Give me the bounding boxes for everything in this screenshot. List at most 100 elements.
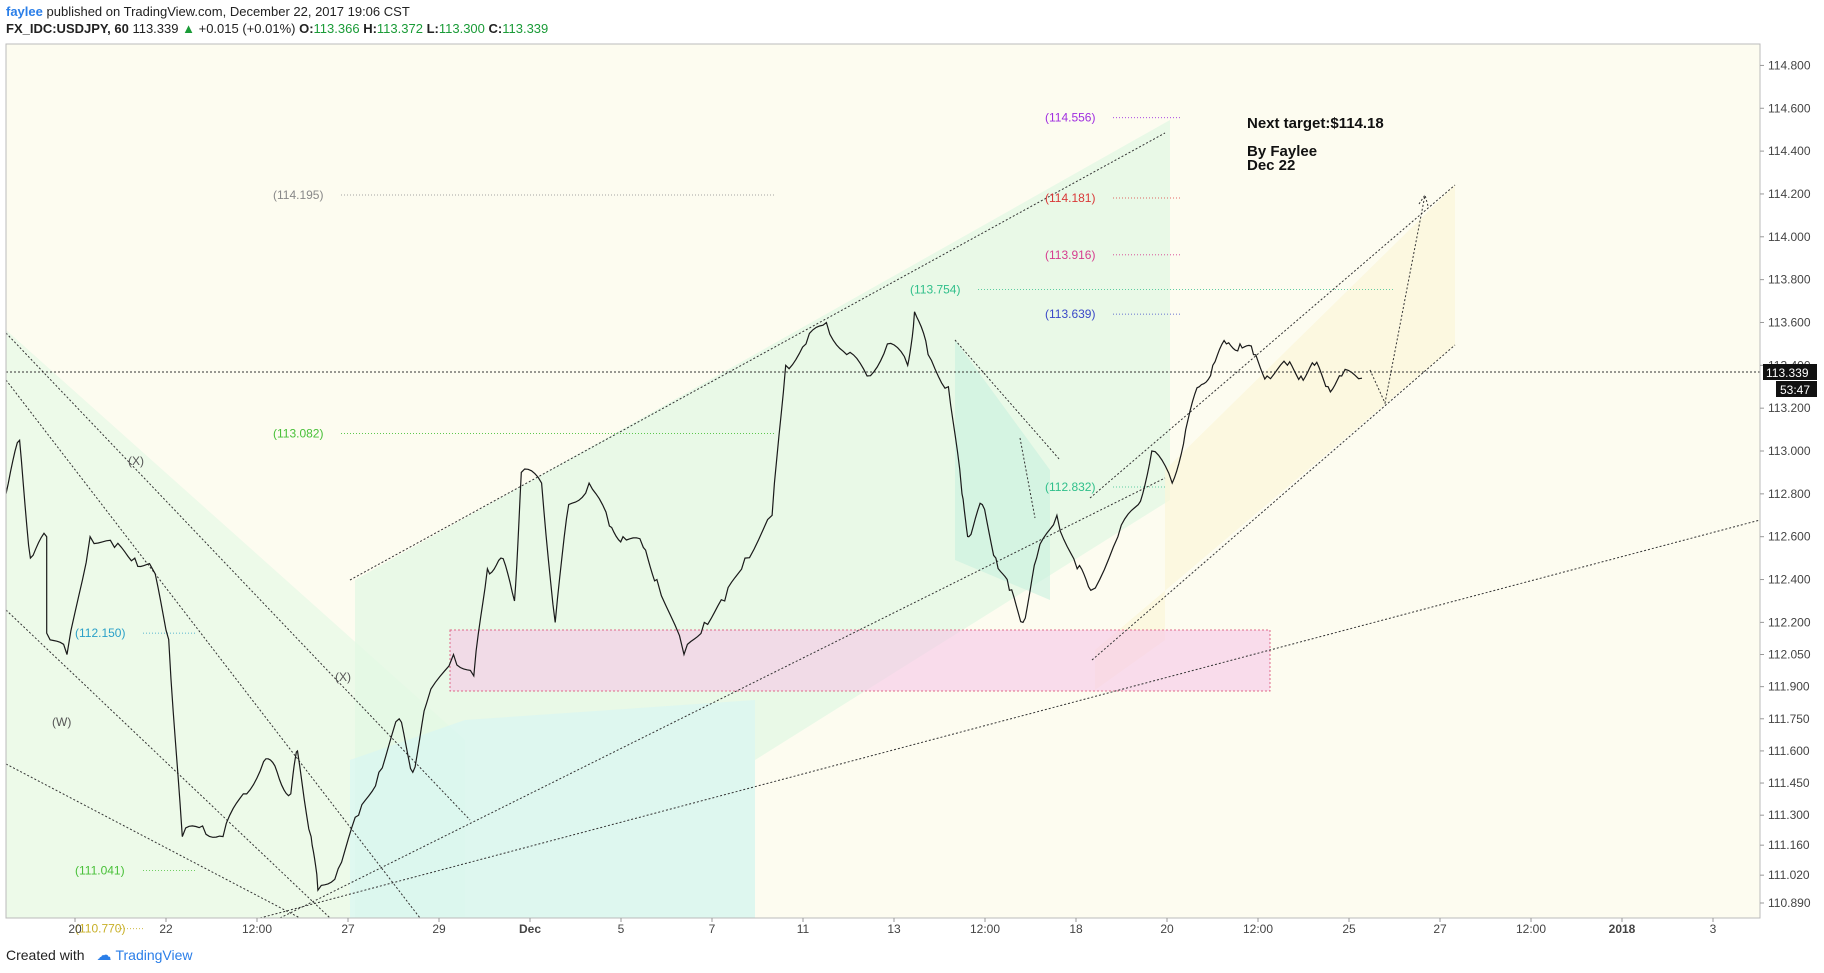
fib-level-label: (114.195): [273, 188, 323, 202]
demand-zone[interactable]: [449, 629, 1271, 692]
open-label: O:: [299, 21, 314, 36]
price-tick-label: 113.200: [1768, 401, 1811, 415]
pullback-arrow: [1019, 437, 1036, 519]
time-tick-label: 12:00: [970, 922, 1000, 936]
fib-level-label: (111.041): [75, 864, 125, 878]
low-value: 113.300: [438, 21, 485, 36]
trend-line: [954, 339, 1061, 461]
close-label: C:: [488, 21, 503, 36]
price-tick-label: 112.600: [1768, 530, 1811, 544]
trend-line: [6, 609, 331, 918]
time-tick-label: Dec: [519, 922, 541, 936]
time-tick-label: 18: [1069, 922, 1083, 936]
price-tick-label: 111.160: [1768, 838, 1810, 852]
time-tick-label: 7: [709, 922, 716, 936]
high-value: 113.372: [376, 21, 423, 36]
fib-level-label: (113.754): [910, 282, 960, 296]
fib-level-label: (114.556): [1045, 111, 1095, 125]
time-tick-label: 27: [341, 922, 355, 936]
price-tick-label: 111.450: [1768, 776, 1810, 790]
fib-level-label: (112.150): [75, 626, 125, 640]
time-tick-label: 22: [159, 922, 173, 936]
countdown-text: 53:47: [1780, 383, 1810, 397]
time-axis[interactable]: 20 22 12:00 27 29 Dec 5 7 11 13 12:00 18 20 12:00 25 27…: [68, 918, 1717, 936]
projection-path: [1369, 194, 1426, 405]
price-change: +0.015 (+0.01%): [198, 21, 296, 36]
price-tick-label: 111.750: [1768, 712, 1810, 726]
symbol-name: FX_IDC:USDJPY, 60: [6, 21, 129, 36]
trend-line: [259, 519, 1760, 918]
footer: Created with ☁ TradingView: [6, 946, 193, 965]
price-tick-label: 114.200: [1768, 187, 1811, 201]
price-tick-label: 111.300: [1768, 808, 1810, 822]
price-tick-label: 114.600: [1768, 101, 1811, 115]
time-tick-label: 27: [1433, 922, 1447, 936]
trend-lines[interactable]: [6, 132, 1760, 918]
time-tick-label: 2018: [1609, 922, 1636, 936]
close-value: 113.339: [502, 21, 549, 36]
fill-zone: [350, 700, 755, 918]
published-text: published on TradingView.com, December 2…: [46, 4, 410, 19]
change-arrow-icon: ▲: [182, 21, 195, 36]
price-tick-label: 112.800: [1768, 487, 1811, 501]
author-label: By Faylee: [1247, 143, 1317, 160]
fib-level-label: (113.916): [1045, 248, 1095, 262]
price-tick-label: 111.020: [1768, 868, 1810, 882]
price-axis[interactable]: 114.800 114.600 114.400 114.200 114.000 113.8…: [1760, 58, 1811, 910]
fill-zone: [1095, 185, 1455, 690]
time-tick-label: 13: [887, 922, 901, 936]
next-target-label: Next target:$114.18: [1247, 115, 1384, 132]
price-tick-label: 113.600: [1768, 315, 1811, 329]
price-tick-label: 114.400: [1768, 144, 1811, 158]
wave-labels: (X) (X) (W): [52, 454, 351, 729]
time-tick-label: 25: [1342, 922, 1356, 936]
wave-label: (X): [128, 454, 144, 468]
time-tick-label: 29: [432, 922, 446, 936]
annotation-text: Next target:$114.18 By Faylee Dec 22: [1247, 115, 1384, 174]
trend-line: [6, 332, 471, 821]
time-tick-label: 12:00: [242, 922, 272, 936]
symbol-legend: FX_IDC:USDJPY, 60 113.339 ▲ +0.015 (+0.0…: [6, 21, 548, 37]
trend-line: [1089, 184, 1456, 499]
fib-level-label: (114.181): [1045, 191, 1095, 205]
publisher-line: faylee published on TradingView.com, Dec…: [6, 4, 410, 20]
time-tick-label: 12:00: [1516, 922, 1546, 936]
trend-line: [279, 477, 1166, 918]
price-tick-label: 112.200: [1768, 615, 1811, 629]
time-tick-label: 3: [1710, 922, 1717, 936]
fib-level-label: (113.082): [273, 426, 323, 440]
price-tick-label: 111.900: [1768, 680, 1810, 694]
fill-zone: [955, 340, 1050, 600]
low-label: L:: [426, 21, 439, 36]
last-price-tag-text: 113.339: [1766, 366, 1809, 380]
price-tick-label: 110.890: [1768, 896, 1811, 910]
price-tick-label: 113.000: [1768, 444, 1811, 458]
fib-levels: (114.556) (114.195) (114.181) (113.916) (113…: [75, 111, 1395, 936]
high-label: H:: [363, 21, 377, 36]
projection-arrows: [1019, 193, 1429, 519]
trend-line: [1091, 344, 1456, 661]
plot-border: [5, 43, 1761, 919]
last-price-tag: 113.339 53:47: [1763, 364, 1817, 397]
last-price-tag-box: [1763, 364, 1817, 380]
fib-level-label: (113.639): [1045, 307, 1095, 321]
price-tick-label: 114.000: [1768, 230, 1811, 244]
trend-line: [6, 763, 301, 918]
time-tick-label: 20: [68, 922, 82, 936]
fib-level-label: (112.832): [1045, 480, 1095, 494]
created-with-text: Created with: [6, 947, 85, 963]
publisher-name[interactable]: faylee: [6, 4, 43, 19]
countdown-box: [1776, 381, 1817, 397]
price-line: [6, 311, 1363, 892]
time-tick-label: 5: [618, 922, 625, 936]
tradingview-link[interactable]: TradingView: [115, 947, 193, 963]
time-tick-label: 20: [1160, 922, 1174, 936]
time-tick-label: 11: [797, 922, 810, 936]
trend-line: [349, 132, 1166, 581]
price-tick-label: 114.800: [1768, 58, 1811, 72]
wave-label: (W): [52, 715, 71, 729]
last-price: 113.339: [132, 21, 179, 36]
open-value: 113.366: [313, 21, 360, 36]
date-label: Dec 22: [1247, 157, 1295, 174]
